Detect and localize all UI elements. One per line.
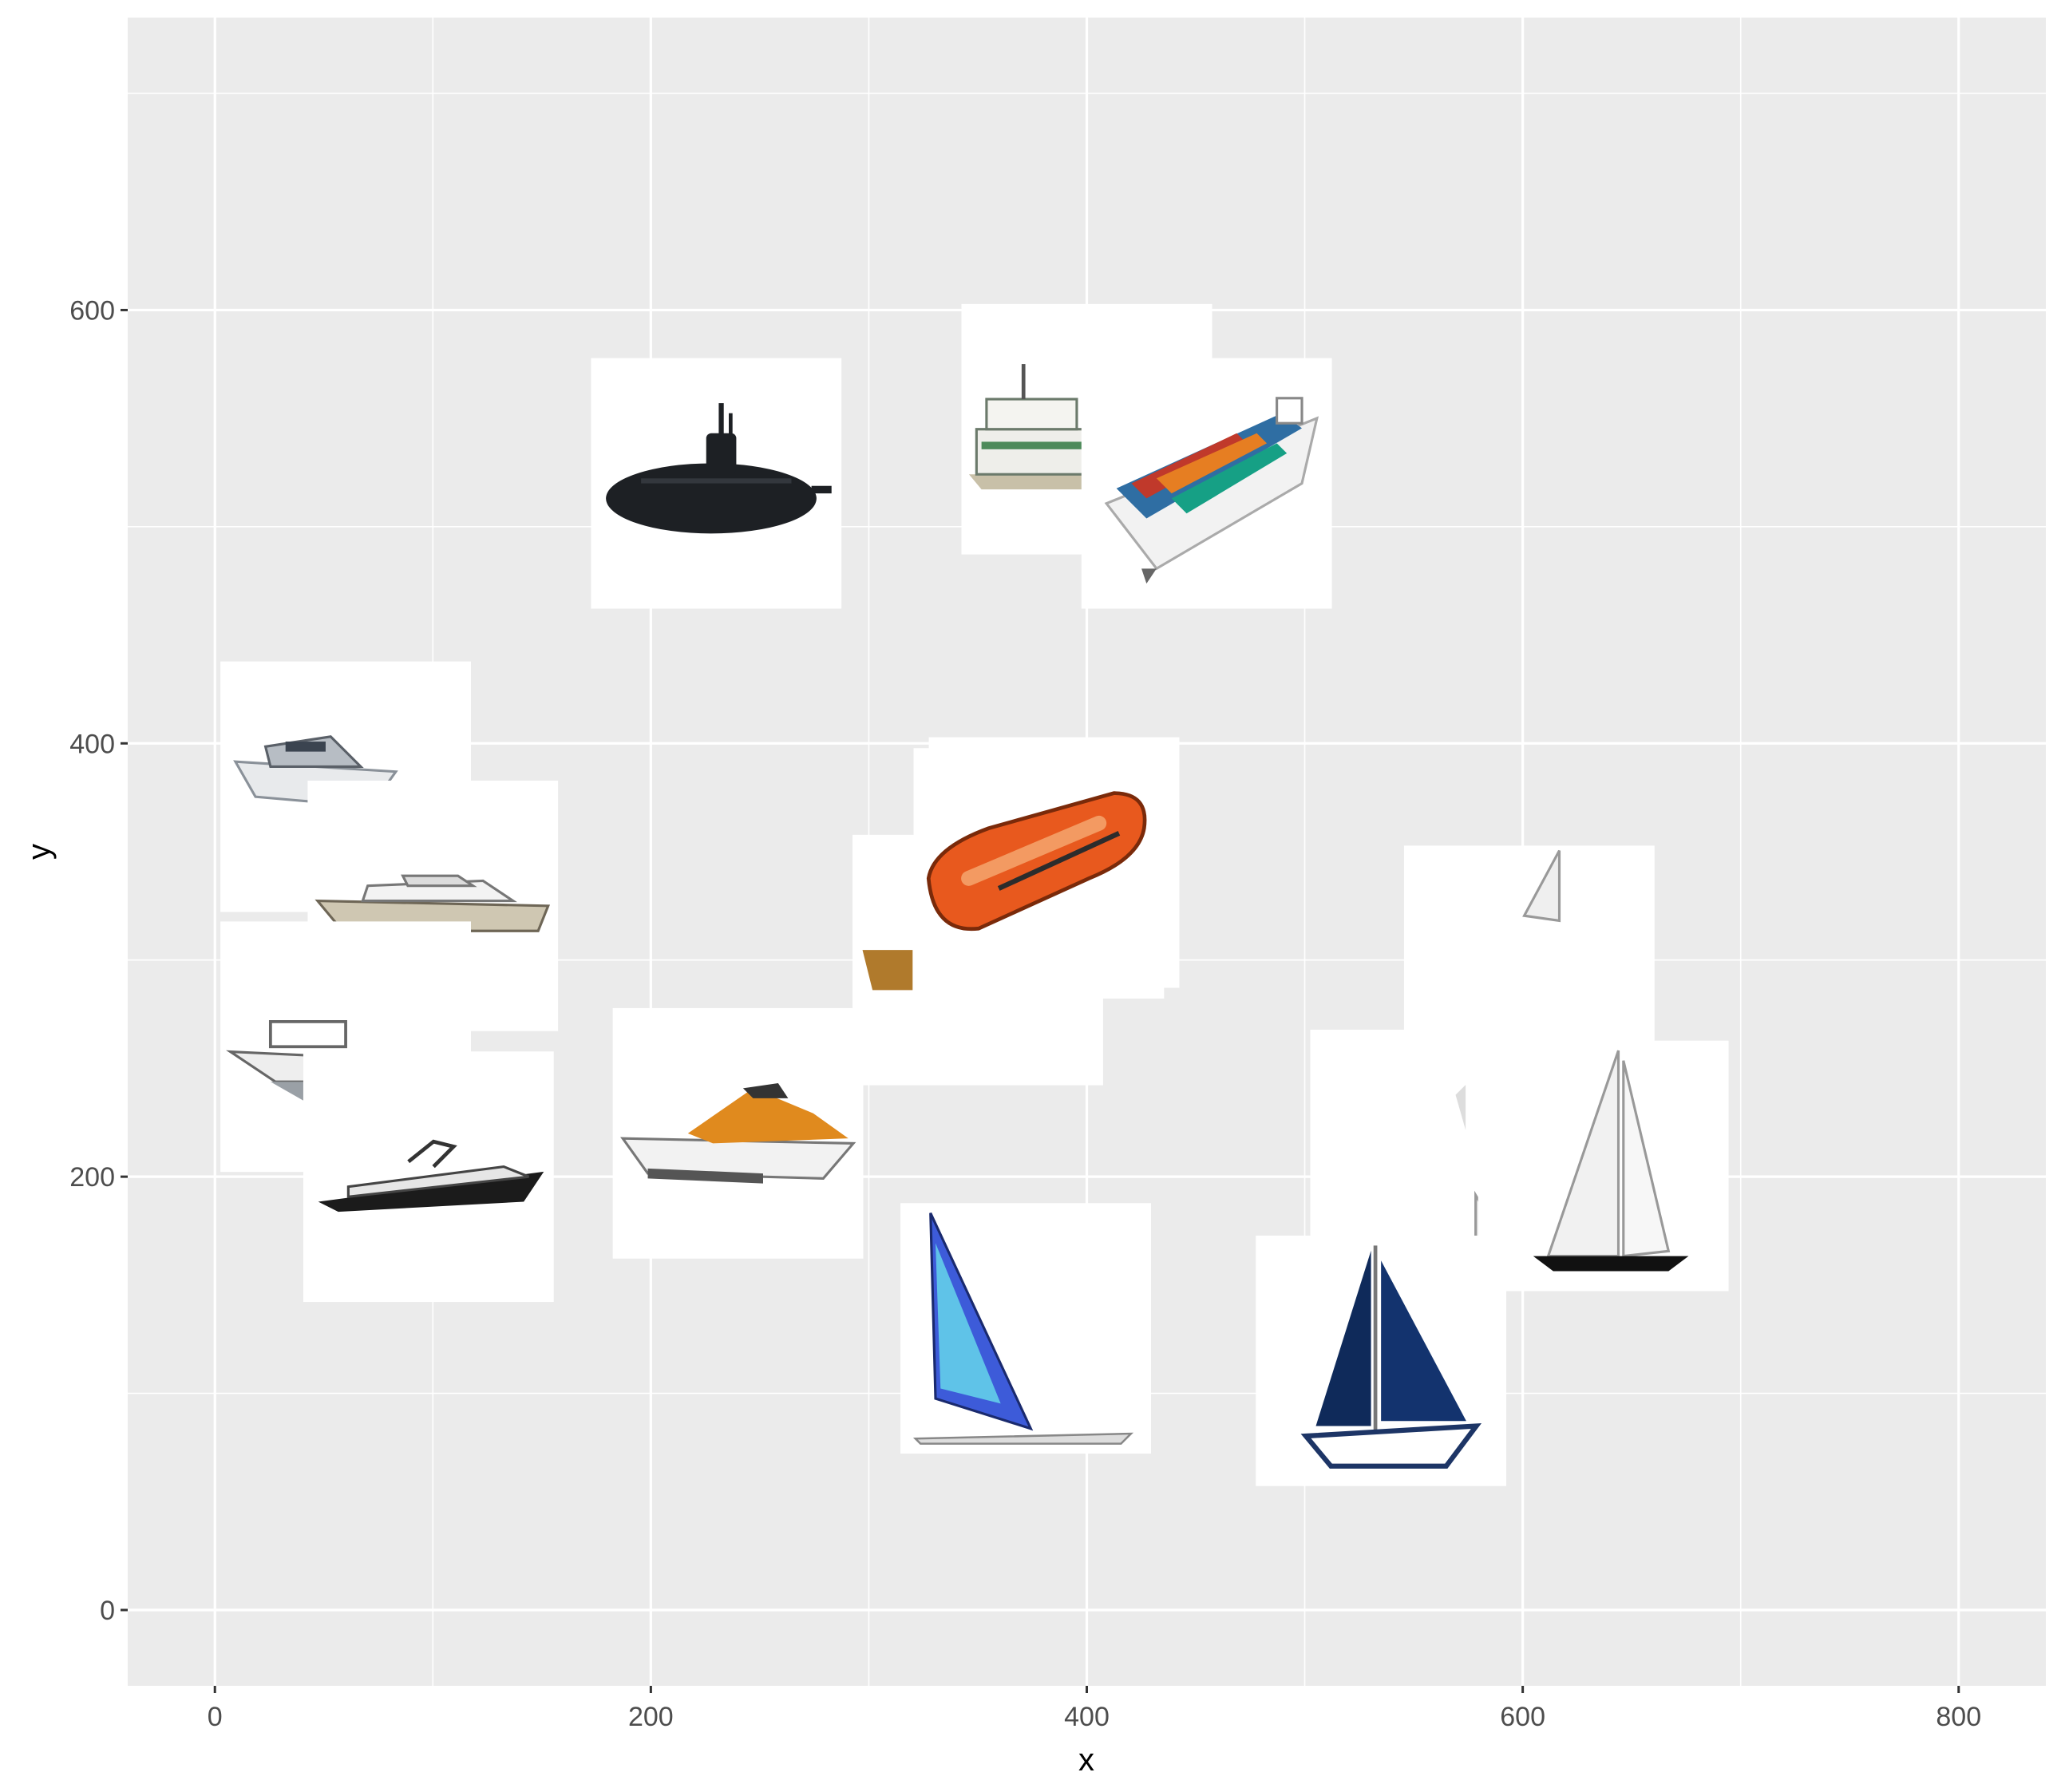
speedboat-icon: [303, 1051, 554, 1302]
axis-ticks: [121, 308, 1960, 1693]
container-ship-icon: [1081, 358, 1332, 609]
x-tick-labels: 0 200 400 600 800: [208, 1702, 1981, 1732]
jet-ski-icon: [612, 1007, 864, 1259]
y-tick-label: 400: [69, 729, 115, 759]
y-tick-label: 200: [69, 1162, 115, 1193]
x-tick-label: 200: [628, 1702, 674, 1732]
y-axis-title: y: [22, 844, 57, 860]
x-tick-label: 600: [1500, 1702, 1545, 1732]
submarine-icon: [591, 358, 842, 609]
inflatable-raft-icon: [913, 748, 1164, 999]
x-axis-title: x: [1078, 1743, 1094, 1778]
y-tick-labels: 0 200 400 600: [69, 295, 115, 1626]
windsurf-icon: [900, 1203, 1152, 1454]
blue-sailboat-icon: [1256, 1236, 1506, 1486]
y-tick-label: 600: [69, 295, 115, 326]
x-tick-label: 400: [1064, 1702, 1110, 1732]
y-tick-label: 0: [100, 1596, 115, 1626]
x-tick-label: 800: [1936, 1702, 1981, 1732]
racing-sailboat-icon: [1478, 1040, 1729, 1292]
x-tick-label: 0: [208, 1702, 223, 1732]
